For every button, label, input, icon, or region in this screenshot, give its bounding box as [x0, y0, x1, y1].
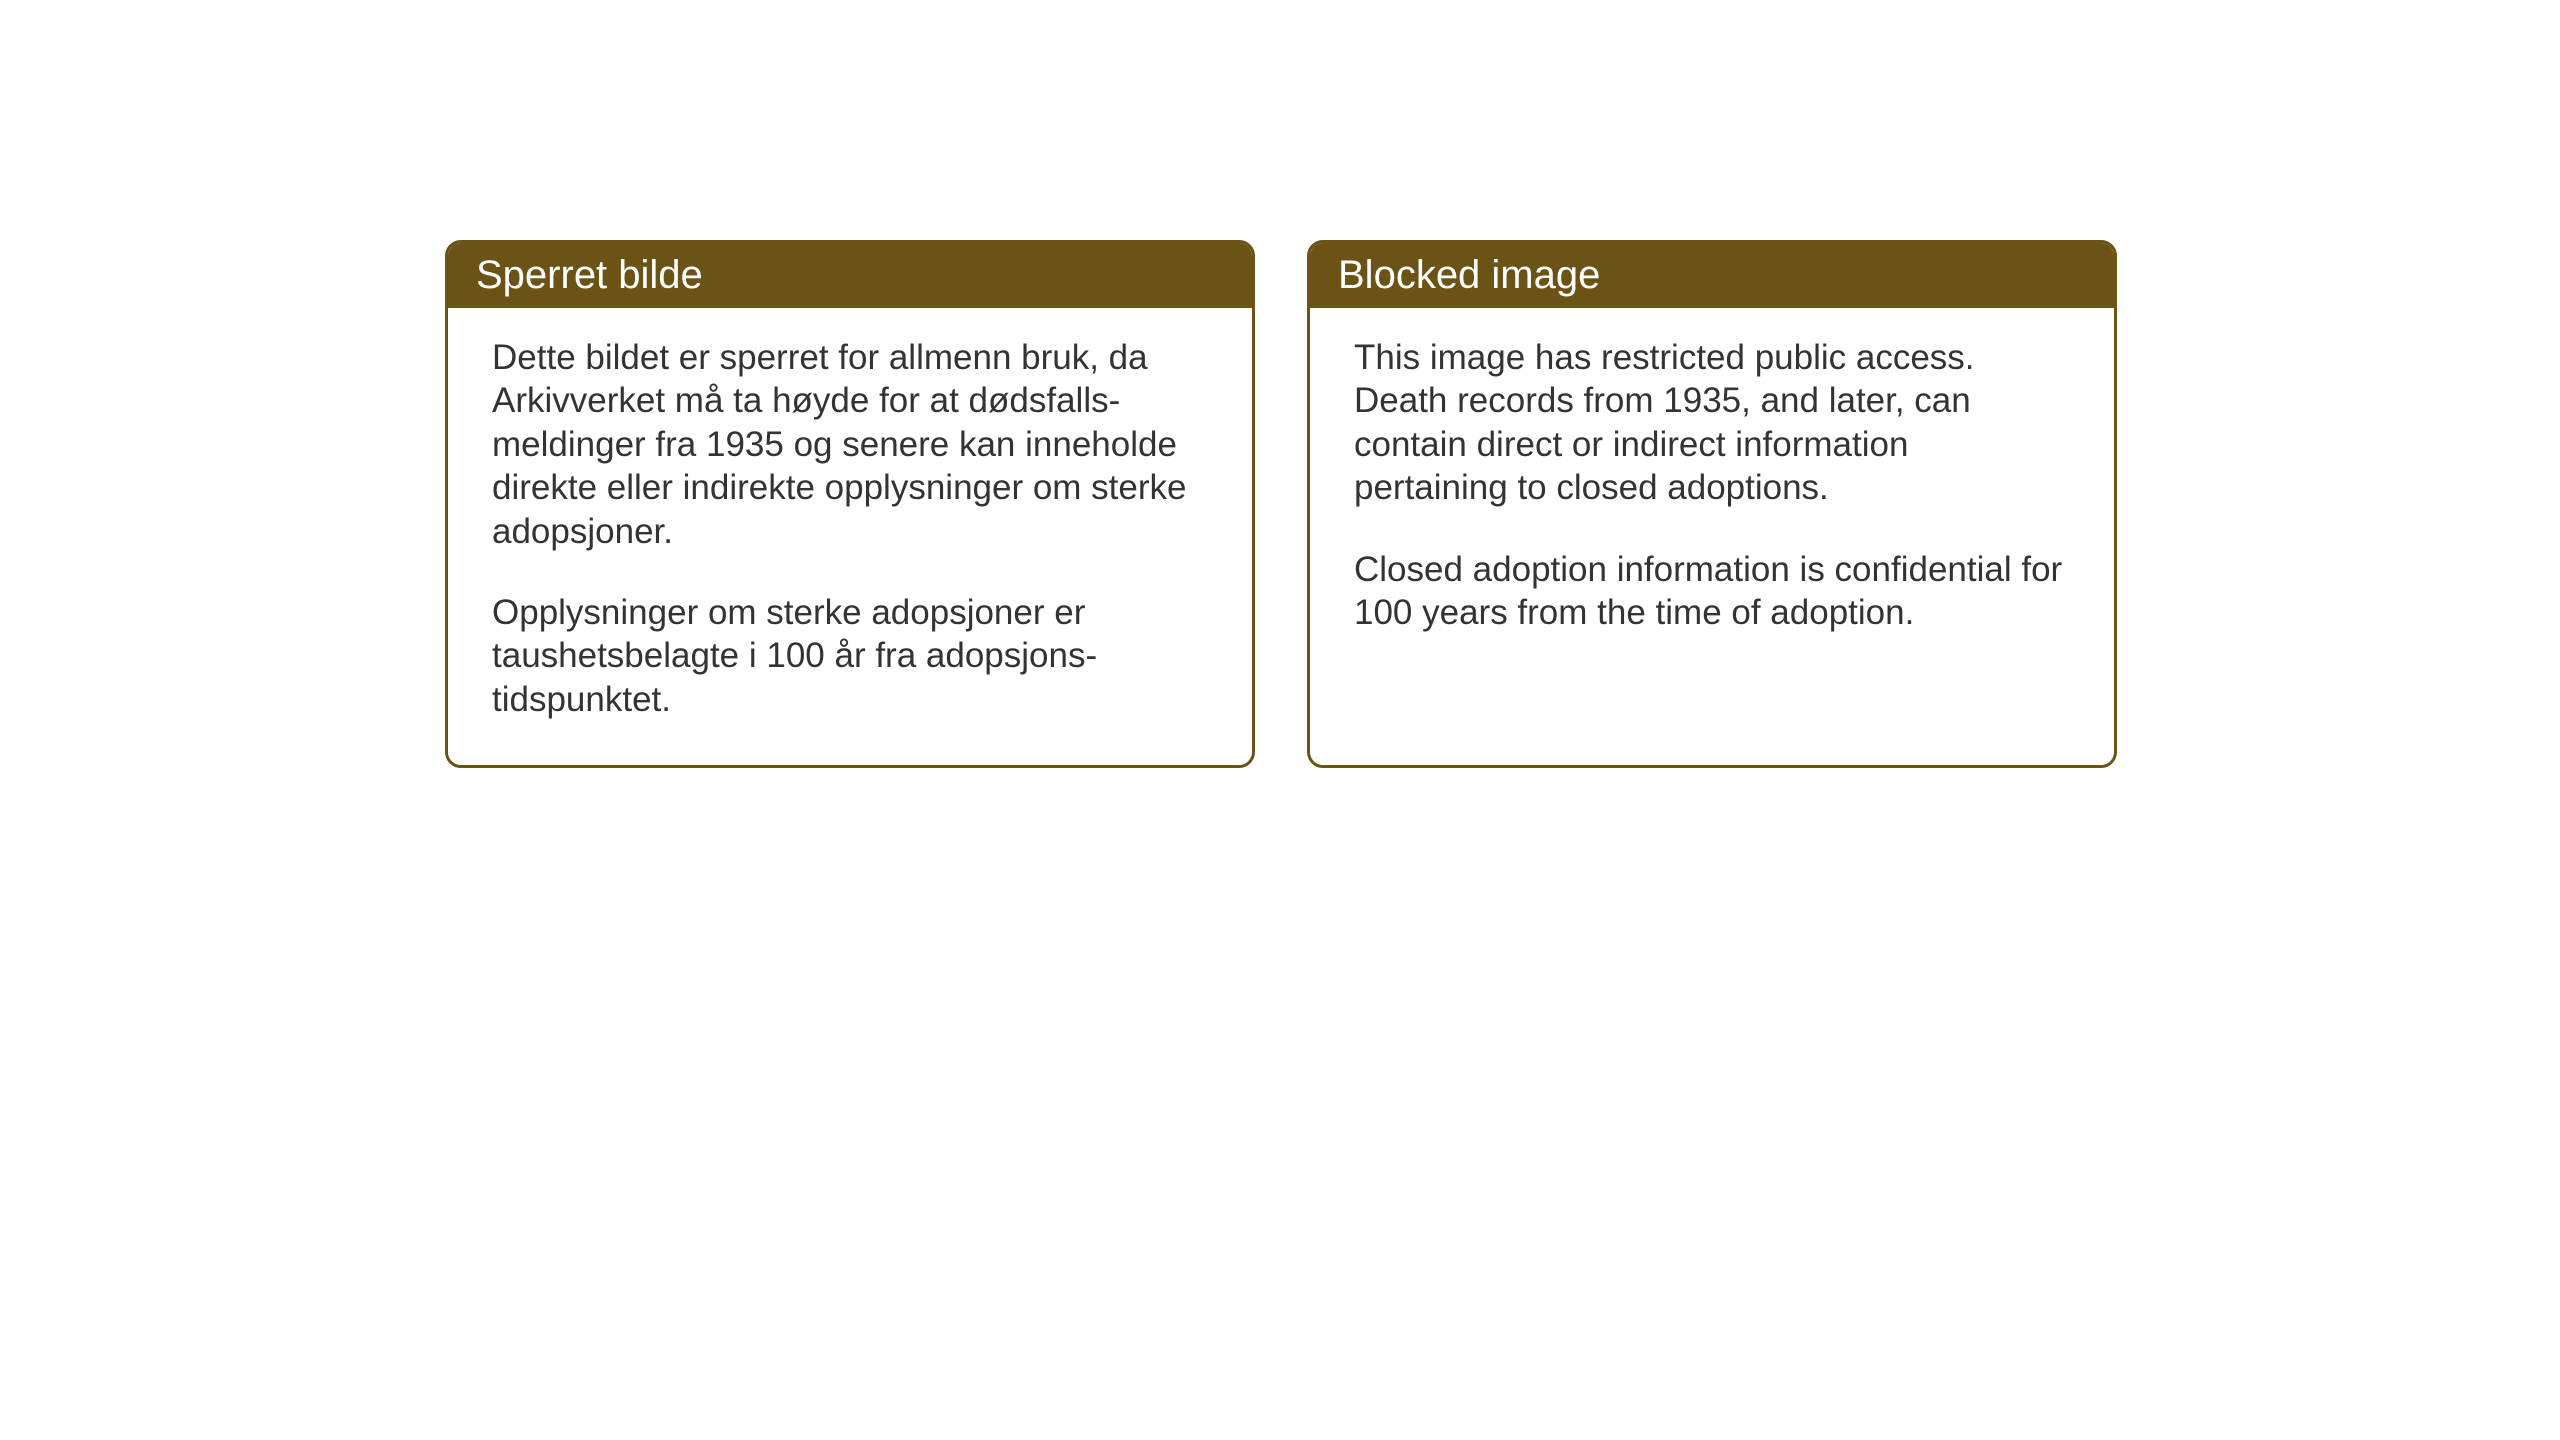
- notice-box-english: Blocked image This image has restricted …: [1307, 240, 2117, 768]
- notice-title: Sperret bilde: [476, 253, 703, 297]
- notice-paragraph: Dette bildet er sperret for allmenn bruk…: [492, 336, 1208, 553]
- notice-body-norwegian: Dette bildet er sperret for allmenn bruk…: [448, 308, 1252, 765]
- notice-title: Blocked image: [1338, 253, 1600, 297]
- notice-box-norwegian: Sperret bilde Dette bildet er sperret fo…: [445, 240, 1255, 768]
- notice-container: Sperret bilde Dette bildet er sperret fo…: [445, 240, 2117, 768]
- notice-paragraph: Closed adoption information is confident…: [1354, 548, 2070, 635]
- notice-paragraph: Opplysninger om sterke adopsjoner er tau…: [492, 591, 1208, 721]
- notice-paragraph: This image has restricted public access.…: [1354, 336, 2070, 510]
- notice-header-english: Blocked image: [1310, 243, 2114, 308]
- notice-header-norwegian: Sperret bilde: [448, 243, 1252, 308]
- notice-body-english: This image has restricted public access.…: [1310, 308, 2114, 678]
